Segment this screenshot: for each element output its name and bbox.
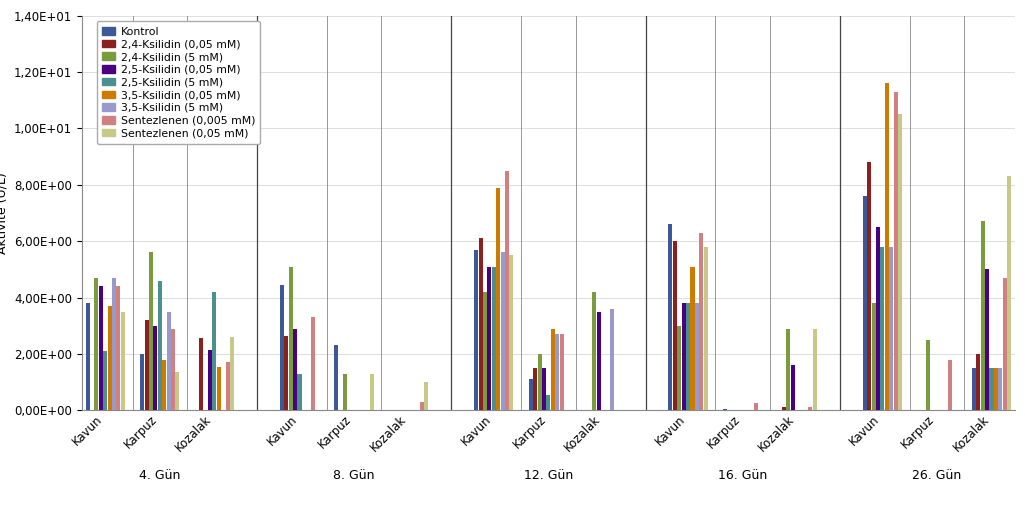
Bar <box>104 351 108 410</box>
Bar <box>175 372 179 410</box>
Bar <box>927 340 930 410</box>
Bar <box>560 334 564 410</box>
Bar <box>216 367 220 410</box>
Bar <box>672 241 676 410</box>
Bar <box>154 326 158 410</box>
Bar <box>691 267 695 410</box>
Bar <box>782 408 786 410</box>
Bar <box>894 92 898 410</box>
Bar <box>704 247 707 410</box>
Bar <box>998 368 1002 410</box>
Bar <box>813 329 817 410</box>
Text: 4. Gün: 4. Gün <box>139 469 180 482</box>
Bar <box>989 368 993 410</box>
Bar <box>542 368 546 410</box>
Bar <box>289 267 293 410</box>
Text: 8. Gün: 8. Gün <box>333 469 375 482</box>
Bar <box>475 250 479 410</box>
Bar <box>529 379 533 410</box>
Text: 16. Gün: 16. Gün <box>719 469 768 482</box>
Bar <box>898 115 902 410</box>
Bar <box>149 252 153 410</box>
Bar <box>889 247 893 410</box>
Y-axis label: Aktivite (U/L): Aktivite (U/L) <box>0 172 8 254</box>
Bar <box>863 196 867 410</box>
Bar <box>981 221 985 410</box>
Bar <box>948 360 952 410</box>
Bar <box>880 247 885 410</box>
Bar <box>1008 176 1012 410</box>
Bar <box>786 329 790 410</box>
Bar <box>610 309 614 410</box>
Bar <box>226 362 230 410</box>
Bar <box>230 337 234 410</box>
Bar <box>876 227 880 410</box>
Bar <box>284 336 288 410</box>
Bar <box>533 368 537 410</box>
Bar <box>686 303 690 410</box>
Bar <box>753 403 757 410</box>
Bar <box>871 303 875 410</box>
Bar <box>723 409 727 410</box>
Bar <box>791 365 794 410</box>
Bar <box>695 303 699 410</box>
Bar <box>117 286 121 410</box>
Bar <box>668 224 672 410</box>
Bar <box>699 233 703 410</box>
Bar <box>158 281 162 410</box>
Bar <box>592 292 597 410</box>
Bar <box>334 346 338 410</box>
Bar <box>208 350 212 410</box>
Bar <box>994 368 998 410</box>
Bar <box>509 255 514 410</box>
Bar <box>885 84 889 410</box>
Bar <box>550 329 555 410</box>
Bar <box>420 402 424 410</box>
Bar <box>167 311 170 410</box>
Bar <box>293 329 297 410</box>
Bar <box>112 278 116 410</box>
Bar <box>492 267 496 410</box>
Bar <box>496 188 500 410</box>
Bar <box>483 292 487 410</box>
Bar <box>1002 278 1007 410</box>
Bar <box>976 354 980 410</box>
Bar <box>370 373 374 410</box>
Bar <box>145 320 149 410</box>
Bar <box>972 368 976 410</box>
Bar <box>199 338 203 410</box>
Bar <box>809 408 813 410</box>
Bar <box>280 285 284 410</box>
Bar <box>682 303 686 410</box>
Bar <box>505 171 509 410</box>
Bar <box>85 303 89 410</box>
Bar <box>98 286 103 410</box>
Bar <box>108 306 112 410</box>
Bar <box>297 373 301 410</box>
Bar <box>343 373 347 410</box>
Bar <box>597 311 601 410</box>
Bar <box>140 354 145 410</box>
Legend: Kontrol, 2,4-Ksilidin (0,05 mM), 2,4-Ksilidin (5 mM), 2,5-Ksilidin (0,05 mM), 2,: Kontrol, 2,4-Ksilidin (0,05 mM), 2,4-Ksi… <box>96 21 260 144</box>
Bar <box>479 238 483 410</box>
Bar <box>171 329 175 410</box>
Bar <box>311 317 315 410</box>
Bar <box>867 163 871 410</box>
Bar <box>212 292 216 410</box>
Bar <box>678 326 682 410</box>
Text: 26. Gün: 26. Gün <box>912 469 961 482</box>
Bar <box>487 267 491 410</box>
Bar <box>985 269 989 410</box>
Bar <box>424 382 428 410</box>
Bar <box>121 311 125 410</box>
Bar <box>162 360 166 410</box>
Bar <box>556 334 560 410</box>
Text: 12. Gün: 12. Gün <box>524 469 573 482</box>
Bar <box>94 278 98 410</box>
Bar <box>500 252 504 410</box>
Bar <box>546 395 550 410</box>
Bar <box>537 354 541 410</box>
